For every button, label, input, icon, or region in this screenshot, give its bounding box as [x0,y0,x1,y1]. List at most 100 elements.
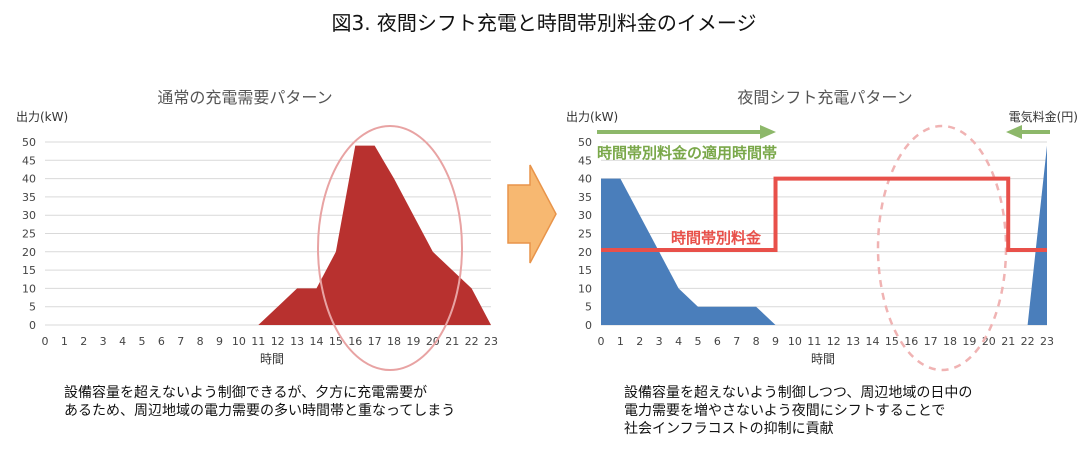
x-tick-label: 7 [733,335,740,348]
y-tick-label: 15 [22,264,36,277]
x-tick-label: 17 [368,335,382,348]
x-tick-label: 9 [772,335,779,348]
y-tick-label: 20 [578,246,592,259]
y-tick-label: 0 [585,319,592,332]
y-tick-label: 15 [578,264,592,277]
rate-line-label: 時間帯別料金 [671,229,762,247]
x-tick-label: 11 [807,335,821,348]
x-tick-label: 18 [943,335,957,348]
y-tick-label: 10 [578,282,592,295]
right-y-axis-label: 出力(kW) [566,110,618,124]
right-caption-line: 社会インフラコストの抑制に貢献 [624,421,834,437]
y-tick-label: 50 [22,136,36,149]
x-tick-label: 4 [675,335,682,348]
x-tick-label: 5 [694,335,701,348]
x-tick-label: 18 [387,335,401,348]
y-tick-label: 5 [29,301,36,314]
y-tick-label: 40 [22,173,36,186]
y-tick-label: 45 [22,154,36,167]
x-tick-label: 23 [484,335,498,348]
x-tick-label: 11 [251,335,265,348]
left-y-ticks: 0 5 10 15 20 25 30 35 40 45 50 [22,136,36,332]
x-tick-label: 15 [885,335,899,348]
x-tick-label: 20 [426,335,440,348]
y-tick-label: 25 [22,228,36,241]
x-tick-label: 21 [1001,335,1015,348]
figure-title: 図3. 夜間シフト充電と時間帯別料金のイメージ [331,11,756,35]
x-tick-label: 7 [177,335,184,348]
x-tick-label: 5 [138,335,145,348]
y-tick-label: 50 [578,136,592,149]
x-tick-label: 4 [119,335,126,348]
x-tick-label: 17 [924,335,938,348]
x-tick-label: 14 [865,335,879,348]
left-caption-line: 設備容量を超えないよう制御できるが、夕方に充電需要が [64,385,428,401]
right-x-axis-label: 時間 [811,352,835,366]
x-tick-label: 9 [216,335,223,348]
x-tick-label: 16 [904,335,918,348]
x-tick-label: 14 [309,335,323,348]
x-tick-label: 0 [42,335,49,348]
rate-line [601,176,1047,252]
y-tick-label: 35 [578,191,592,204]
y-tick-label: 20 [22,246,36,259]
x-tick-label: 13 [846,335,860,348]
y-tick-label: 10 [22,282,36,295]
x-tick-label: 21 [445,335,459,348]
left-y-axis-label: 出力(kW) [16,110,68,124]
x-tick-label: 10 [232,335,246,348]
right-chart-title: 夜間シフト充電パターン [737,88,912,107]
left-chart: 通常の充電需要パターン 出力(kW) 05101520253035404550 … [16,88,499,371]
right-shift-ellipse [876,124,1008,372]
x-tick-label: 8 [753,335,760,348]
right-y-ticks: 0 5 10 15 20 25 30 35 40 45 50 [578,136,592,332]
y-tick-label: 35 [22,191,36,204]
right-caption-line: 設備容量を超えないよう制御しつつ、周辺地域の日中の [624,385,973,401]
x-tick-label: 12 [271,335,285,348]
x-tick-label: 10 [788,335,802,348]
x-tick-label: 3 [100,335,107,348]
band-label: 時間帯別料金の適用時間帯 [597,144,777,162]
left-chart-title: 通常の充電需要パターン [157,88,332,107]
right-chart: 夜間シフト充電パターン 出力(kW) 電気料金(円) 0510152025303… [566,88,1078,372]
left-caption: 設備容量を超えないよう制御できるが、夕方に充電需要が あるため、周辺地域の電力需… [64,384,455,420]
x-tick-label: 6 [158,335,165,348]
left-x-ticks: 0 1 2 3 4 5 6 7 8 9 10 11 12 13 14 15 16 17 18 19 20 21 22 23 [42,335,499,348]
y-tick-label: 45 [578,154,592,167]
x-tick-label: 2 [636,335,643,348]
x-tick-label: 1 [61,335,68,348]
x-tick-label: 22 [465,335,479,348]
transition-arrow-icon [507,164,557,264]
right-caption-line: 電力需要を増やさないよう夜間にシフトすることで [624,403,946,419]
band-arrow-right-icon [597,125,776,139]
x-tick-label: 8 [197,335,204,348]
y-tick-label: 30 [578,209,592,222]
left-x-axis-label: 時間 [260,352,284,366]
band-arrow-left-icon [1006,125,1050,139]
y-tick-label: 40 [578,173,592,186]
x-tick-label: 0 [598,335,605,348]
x-tick-label: 1 [617,335,624,348]
left-peak-ellipse [317,125,463,371]
x-tick-label: 15 [329,335,343,348]
y-tick-label: 5 [585,301,592,314]
x-tick-label: 19 [962,335,976,348]
x-tick-label: 3 [656,335,663,348]
x-tick-label: 6 [714,335,721,348]
right-secondary-axis-label: 電気料金(円) [1009,109,1078,124]
y-tick-label: 25 [578,228,592,241]
y-tick-label: 30 [22,209,36,222]
left-caption-line: あるため、周辺地域の電力需要の多い時間帯と重なってしまう [64,403,456,419]
x-tick-label: 23 [1040,335,1054,348]
x-tick-label: 16 [348,335,362,348]
right-demand-area [601,145,1047,325]
y-tick-label: 0 [29,319,36,332]
right-x-ticks: 0 1 2 3 4 5 6 7 8 9 10 11 12 13 14 15 16 17 18 19 20 21 22 23 [598,335,1055,348]
x-tick-label: 2 [80,335,87,348]
x-tick-label: 13 [290,335,304,348]
x-tick-label: 19 [406,335,420,348]
right-caption: 設備容量を超えないよう制御しつつ、周辺地域の日中の 電力需要を増やさないよう夜間… [624,384,972,438]
x-tick-label: 22 [1021,335,1035,348]
x-tick-label: 12 [827,335,841,348]
